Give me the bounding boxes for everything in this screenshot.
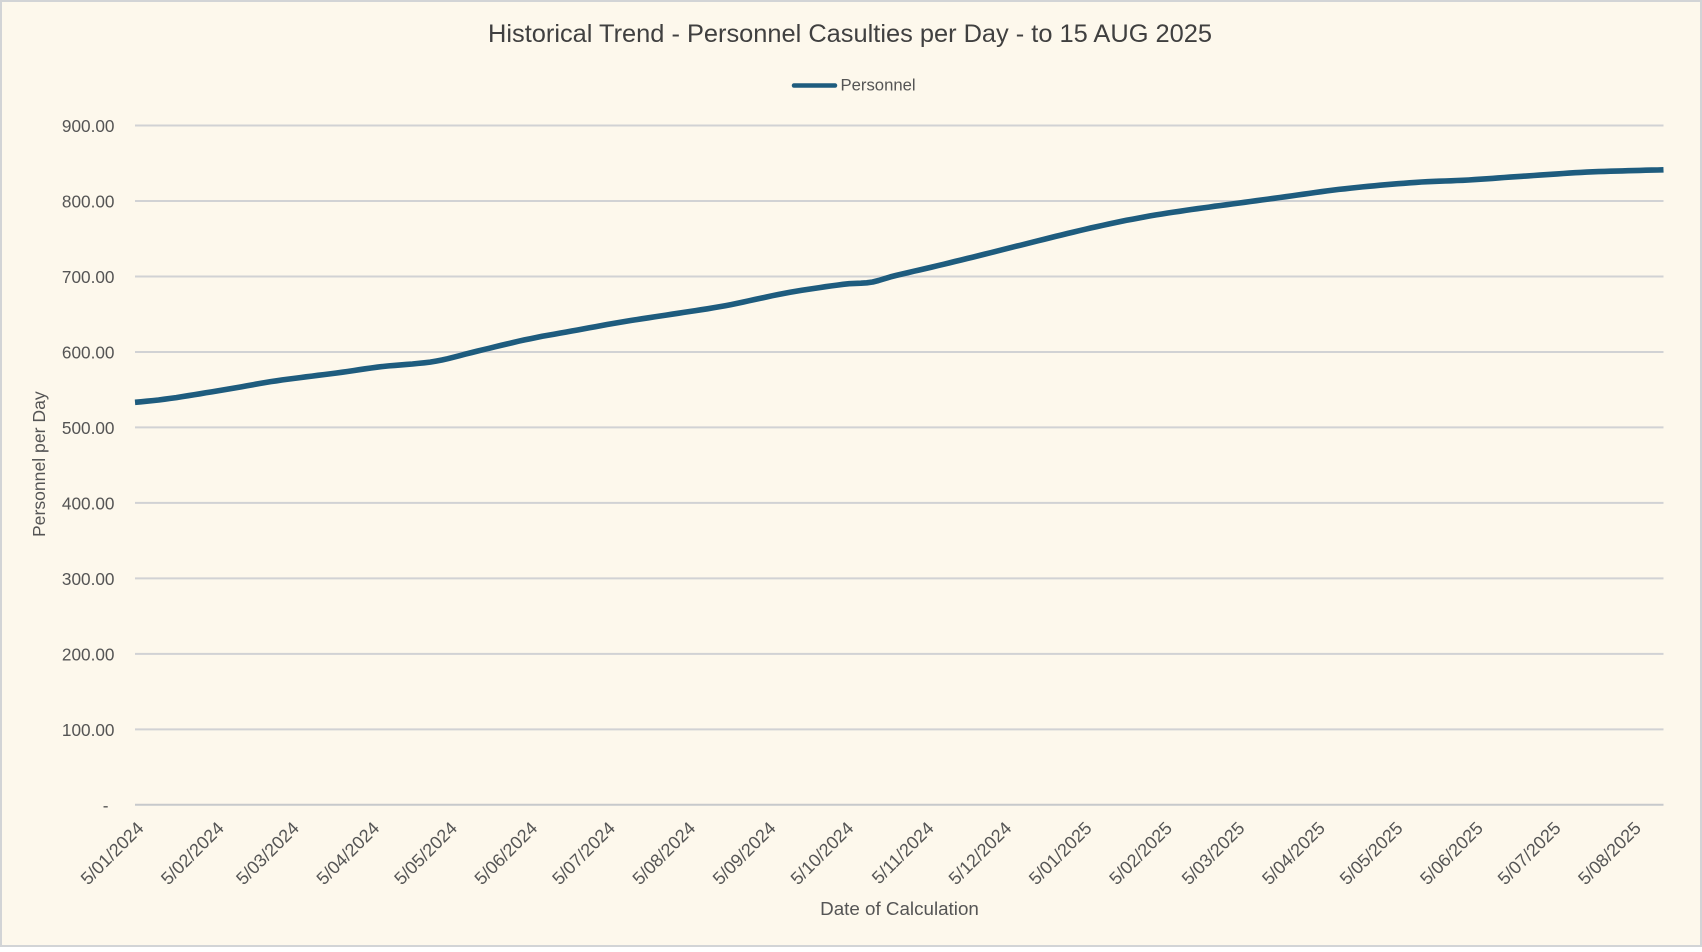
- svg-text:Personnel: Personnel: [841, 76, 916, 95]
- svg-text:900.00: 900.00: [62, 116, 115, 136]
- svg-text:800.00: 800.00: [62, 192, 115, 212]
- svg-text:Historical Trend - Personnel C: Historical Trend - Personnel Casulties p…: [488, 20, 1212, 48]
- svg-text:-: -: [103, 795, 109, 815]
- svg-text:500.00: 500.00: [62, 418, 115, 438]
- svg-text:Date of Calculation: Date of Calculation: [820, 898, 979, 919]
- svg-text:Personnel per Day: Personnel per Day: [29, 391, 49, 537]
- svg-text:300.00: 300.00: [62, 569, 115, 589]
- svg-text:200.00: 200.00: [62, 644, 115, 664]
- svg-text:600.00: 600.00: [62, 343, 115, 363]
- svg-text:700.00: 700.00: [62, 267, 115, 287]
- svg-text:100.00: 100.00: [62, 720, 115, 740]
- svg-text:400.00: 400.00: [62, 494, 115, 514]
